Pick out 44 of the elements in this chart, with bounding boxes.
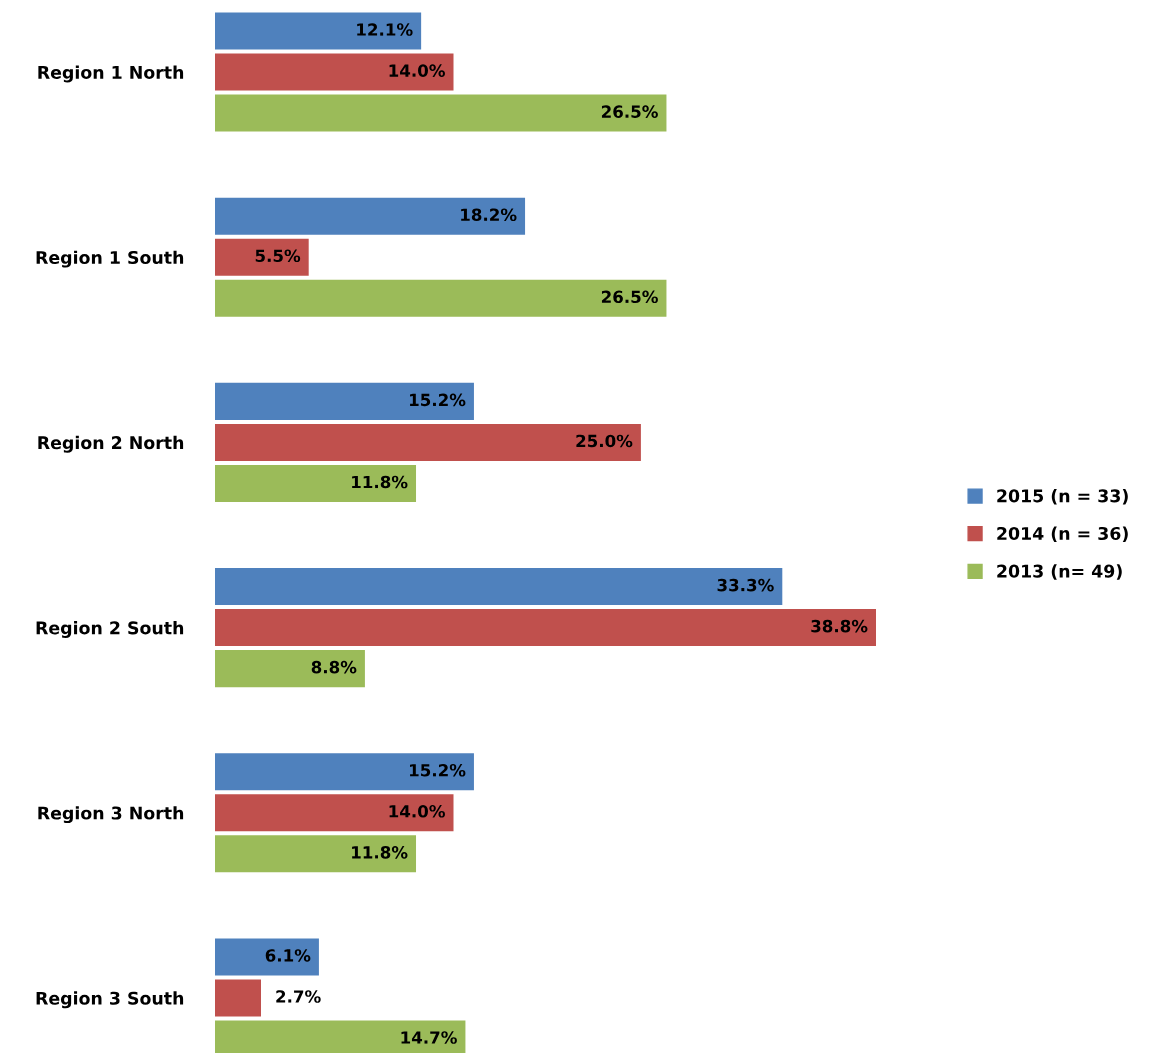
data-label: 38.8% <box>811 619 868 633</box>
data-label: 6.1% <box>265 949 311 962</box>
y-tick-label: Region 3 North <box>38 806 184 824</box>
legend-label: 2014 (n = 36) <box>997 526 1128 543</box>
data-label: 14.7% <box>401 1031 457 1044</box>
data-label: 11.8% <box>352 475 408 489</box>
data-label: 15.2% <box>410 393 466 407</box>
bar <box>215 794 454 832</box>
bar <box>215 94 667 132</box>
data-label: 12.1% <box>357 23 413 36</box>
data-label: 2.7% <box>276 990 321 1003</box>
bar <box>215 650 365 688</box>
bar <box>215 938 319 976</box>
y-tick-label: Region 1 North <box>38 65 184 83</box>
bar <box>215 609 876 647</box>
bar <box>215 568 783 606</box>
data-label: 5.5% <box>255 249 301 263</box>
bar <box>215 12 422 50</box>
data-label: 11.8% <box>352 846 408 859</box>
bar <box>215 279 667 317</box>
bar <box>215 53 454 91</box>
y-tick-label: Region 3 South <box>36 991 184 1009</box>
y-tick-label: Region 1 South <box>36 250 184 268</box>
data-label: 15.2% <box>410 763 466 777</box>
bar <box>215 423 641 461</box>
data-label: 33.3% <box>717 578 774 592</box>
bar <box>215 753 474 791</box>
data-label: 26.5% <box>601 290 658 304</box>
bar <box>215 382 474 420</box>
data-label: 26.5% <box>601 105 658 118</box>
y-tick-label: Region 2 South <box>36 620 184 638</box>
bar <box>215 464 417 502</box>
data-label: 18.2% <box>461 208 517 222</box>
bar <box>215 197 526 235</box>
bar <box>215 238 309 276</box>
bar <box>215 979 261 1017</box>
legend-label: 2013 (n= 49) <box>997 564 1122 580</box>
bar <box>215 835 417 873</box>
legend-label: 2015 (n = 33) <box>997 488 1128 505</box>
data-label: 8.8% <box>311 660 357 674</box>
y-tick-label: Region 2 North <box>38 435 184 453</box>
data-label: 14.0% <box>389 804 445 818</box>
data-label: 25.0% <box>576 434 633 448</box>
data-label: 14.0% <box>389 64 445 77</box>
